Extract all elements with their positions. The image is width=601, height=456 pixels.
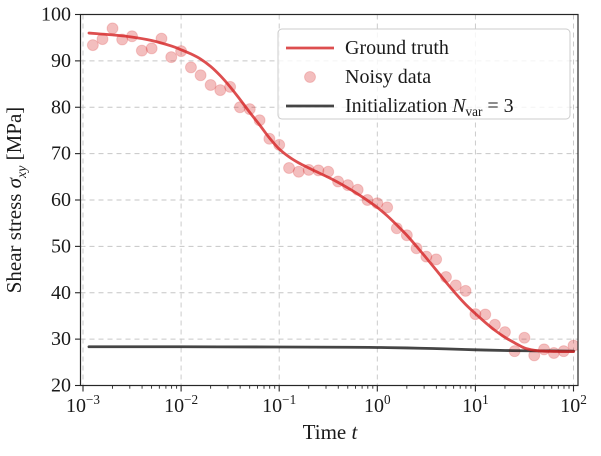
noisy-data-point bbox=[86, 39, 99, 52]
noisy-data-point bbox=[430, 253, 443, 266]
noisy-data-point bbox=[145, 42, 158, 55]
ticks bbox=[75, 13, 575, 392]
initialization-line bbox=[87, 345, 575, 353]
legend-entry: Ground truth bbox=[286, 37, 449, 59]
y-tick-label: 50 bbox=[51, 235, 71, 257]
noisy-data-point bbox=[204, 78, 217, 91]
x-tick-label: 10−3 bbox=[66, 392, 100, 417]
y-tick-label: 20 bbox=[51, 375, 71, 397]
noisy-data-point bbox=[106, 22, 119, 35]
legend: Ground truth Noisy data Initialization Nva… bbox=[277, 28, 571, 120]
noisy-data-point bbox=[547, 347, 560, 360]
noisy-data-point bbox=[165, 51, 178, 64]
noisy-data-point bbox=[518, 331, 531, 344]
noisy-data-point bbox=[292, 165, 305, 178]
legend-label: Noisy data bbox=[345, 66, 431, 88]
legend-label: Ground truth bbox=[345, 37, 449, 59]
legend-entry: Noisy data bbox=[304, 66, 431, 88]
noisy-data-point bbox=[567, 339, 578, 352]
noisy-data-point bbox=[381, 201, 394, 214]
noisy-data-point bbox=[184, 61, 197, 74]
legend-entry: Initialization Nvar = 3 bbox=[286, 95, 514, 119]
y-tick-label: 90 bbox=[51, 50, 71, 72]
plot-area bbox=[86, 22, 578, 362]
y-tick-label: 40 bbox=[51, 282, 71, 304]
grid bbox=[80, 14, 578, 386]
x-tick-label: 10−2 bbox=[164, 392, 198, 417]
ground-truth-line bbox=[87, 31, 575, 354]
legend-swatch-marker bbox=[304, 71, 316, 83]
noisy-data-point bbox=[459, 284, 472, 297]
x-tick-label: 102 bbox=[560, 392, 587, 417]
y-tick-label: 80 bbox=[51, 96, 71, 118]
x-tick-label: 101 bbox=[462, 392, 489, 417]
x-tick-label: 100 bbox=[364, 392, 391, 417]
legend-label: Initialization Nvar = 3 bbox=[345, 95, 514, 119]
x-tick-label: 10−1 bbox=[262, 392, 296, 417]
noisy-data-point bbox=[214, 84, 227, 97]
y-tick-label: 100 bbox=[41, 4, 71, 26]
noisy-data-point bbox=[135, 44, 148, 57]
y-tick-label: 70 bbox=[51, 143, 71, 165]
y-tick-label: 60 bbox=[51, 189, 71, 211]
noisy-data-point bbox=[390, 222, 403, 235]
noisy-data-point bbox=[479, 308, 492, 321]
noisy-data-point bbox=[283, 162, 296, 175]
y-axis-label-group: Shear stress σxy [MPa] bbox=[2, 107, 29, 294]
legend-box bbox=[277, 28, 571, 120]
y-tick-label: 30 bbox=[51, 328, 71, 350]
y-axis-label: Shear stress σxy [MPa] bbox=[2, 107, 29, 294]
x-axis-label: Time t bbox=[303, 420, 359, 444]
noisy-data-series bbox=[86, 22, 578, 362]
noisy-data-point bbox=[194, 69, 207, 82]
